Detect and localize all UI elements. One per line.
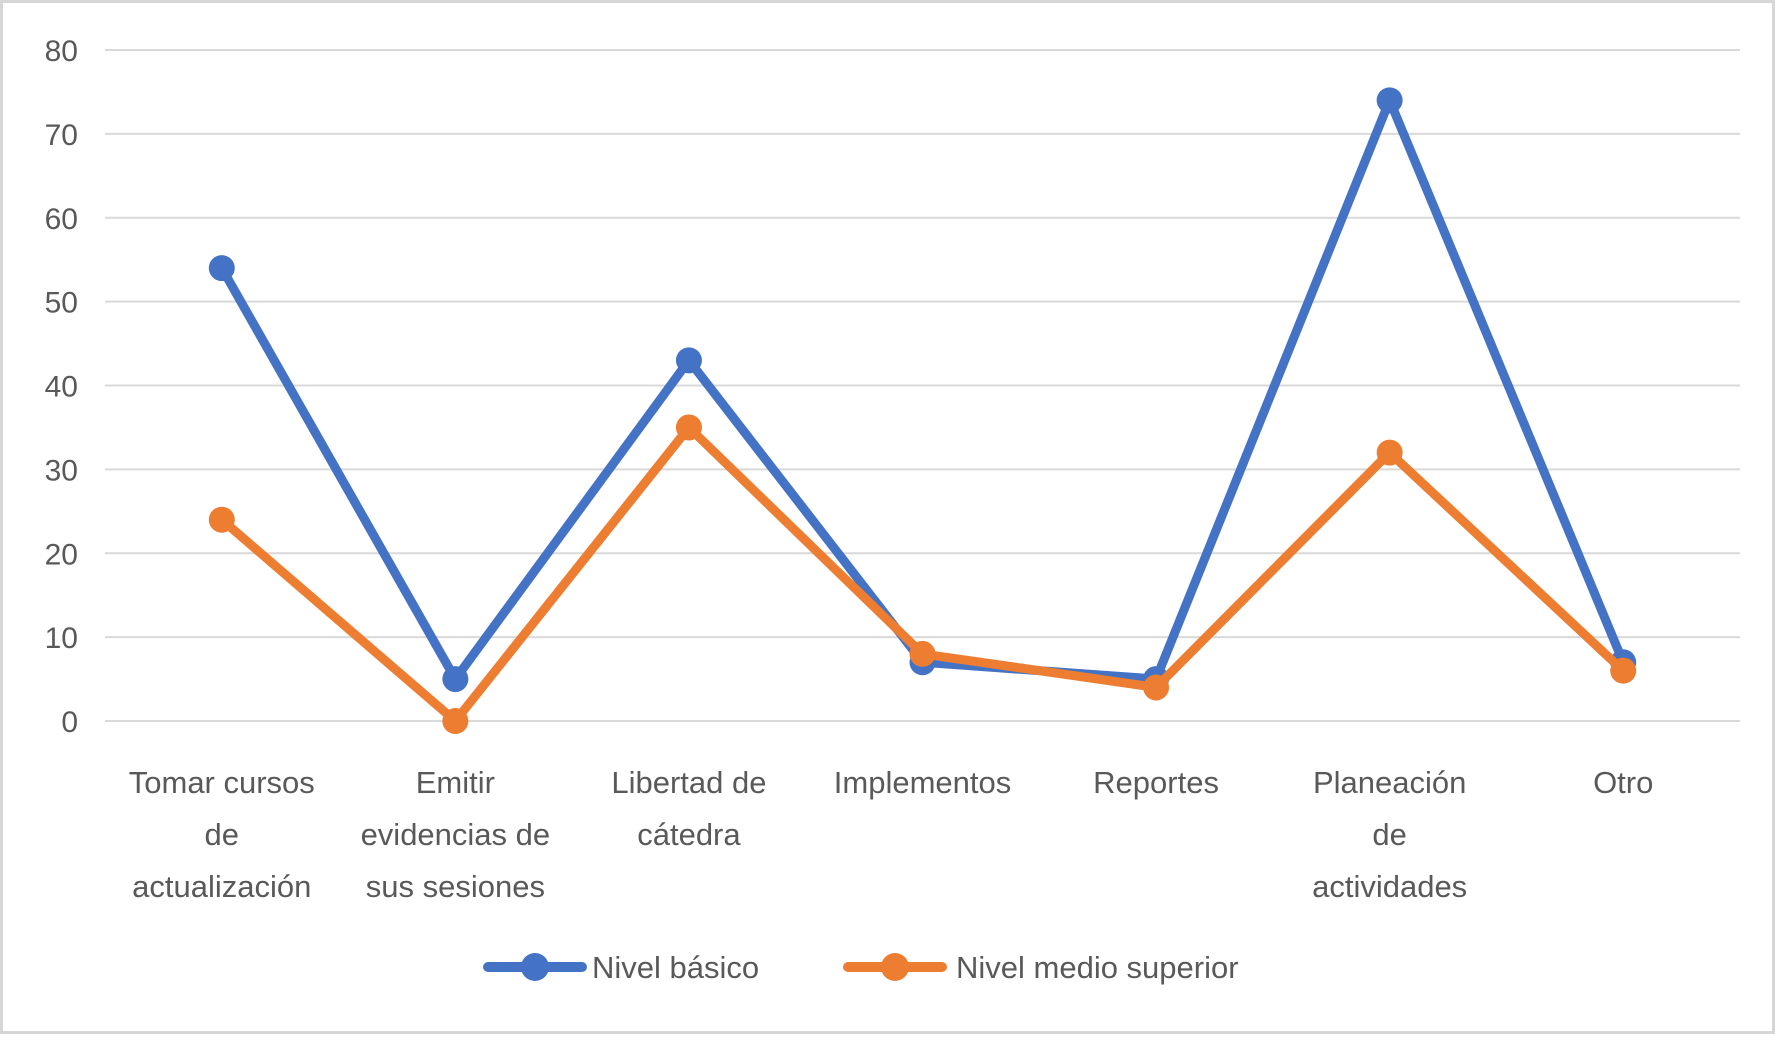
data-point-nivel-basico — [675, 347, 702, 374]
x-axis-category-label: actualización — [132, 869, 311, 904]
x-axis-category-label: Reportes — [1093, 765, 1219, 800]
legend-label: Nivel básico — [592, 950, 759, 985]
x-axis-category-label: Libertad de — [611, 765, 766, 800]
x-axis-category-label: de — [1372, 817, 1406, 852]
y-axis-tick-label: 60 — [45, 203, 78, 236]
data-point-nivel-basico — [208, 255, 235, 282]
data-point-nivel-medio-superior — [675, 414, 702, 441]
y-axis-tick-label: 10 — [45, 622, 78, 655]
x-axis-category-label: Emitir — [416, 765, 495, 800]
x-axis-category-label: evidencias de — [361, 817, 551, 852]
y-axis-tick-label: 40 — [45, 371, 78, 404]
data-point-nivel-medio-superior — [208, 506, 235, 533]
data-point-nivel-basico — [442, 666, 469, 693]
x-axis-category-label: Otro — [1593, 765, 1653, 800]
data-point-nivel-medio-superior — [1143, 674, 1170, 701]
legend-dot-marker — [521, 953, 549, 981]
x-axis-category-label: sus sesiones — [366, 869, 545, 904]
x-axis-category-label: Implementos — [834, 765, 1011, 800]
data-point-nivel-medio-superior — [1610, 657, 1637, 684]
y-axis-tick-label: 70 — [45, 119, 78, 152]
x-axis-category-label: Planeación — [1313, 765, 1466, 800]
data-point-nivel-medio-superior — [442, 708, 469, 734]
x-axis-category-label: cátedra — [637, 817, 741, 852]
x-axis-category-label: actividades — [1312, 869, 1467, 904]
x-axis-category-label: de — [205, 817, 239, 852]
y-axis-tick-label: 30 — [45, 454, 78, 487]
y-axis-tick-label: 20 — [45, 538, 78, 571]
data-point-nivel-medio-superior — [1376, 439, 1403, 466]
y-axis-tick-label: 80 — [45, 35, 78, 68]
y-axis-tick-label: 50 — [45, 287, 78, 320]
data-point-nivel-medio-superior — [909, 640, 936, 667]
x-axis-category-label: Tomar cursos — [129, 765, 315, 800]
data-point-nivel-basico — [1376, 87, 1403, 114]
legend-label: Nivel medio superior — [956, 950, 1239, 985]
y-axis-tick-label: 0 — [61, 706, 78, 739]
legend-dot-marker — [881, 953, 909, 981]
